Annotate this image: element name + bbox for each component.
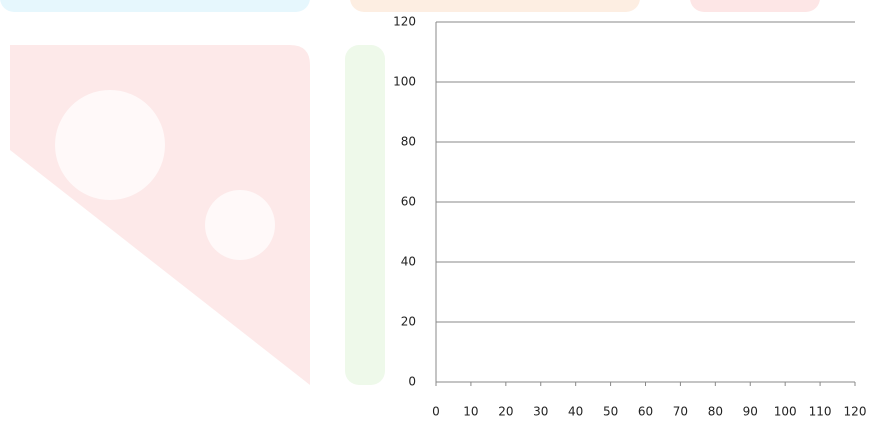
x-tick-label: 90 (743, 405, 758, 419)
y-tick-label: 100 (393, 75, 416, 89)
y-tick-label: 20 (401, 315, 416, 329)
chart: 0 20 40 60 80 100 120 0 10 20 30 40 50 60 70 80 90 100 110… (0, 0, 873, 431)
x-tick-label: 40 (568, 405, 583, 419)
x-tick-label: 80 (708, 405, 723, 419)
y-tick-label: 120 (393, 15, 416, 29)
x-tick-label: 70 (673, 405, 688, 419)
y-tick-label: 40 (401, 255, 416, 269)
y-tick-label: 80 (401, 135, 416, 149)
x-tick-label: 30 (533, 405, 548, 419)
x-tick-label: 10 (463, 405, 478, 419)
x-tick-label: 50 (603, 405, 618, 419)
x-tick-label: 100 (774, 405, 797, 419)
y-tick-label: 0 (408, 375, 416, 389)
x-tick-label: 0 (432, 405, 440, 419)
x-tick-label: 110 (809, 405, 832, 419)
x-tick-label: 120 (844, 405, 867, 419)
x-tick-label: 60 (638, 405, 653, 419)
y-tick-label: 60 (401, 195, 416, 209)
x-tick-label: 20 (498, 405, 513, 419)
